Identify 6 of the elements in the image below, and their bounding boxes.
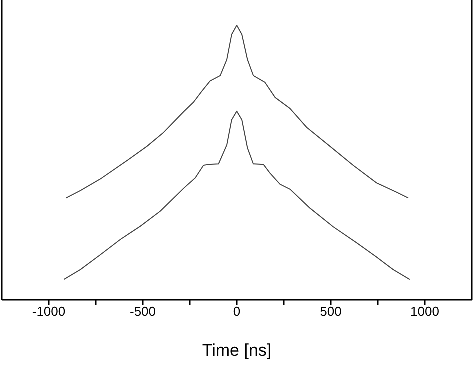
x-tick-label: 500 (320, 304, 342, 320)
x-tick-label: -1000 (32, 304, 66, 320)
x-tick-label: -500 (130, 304, 156, 320)
x-axis-title: Time [ns] (202, 341, 272, 360)
x-tick-label: 0 (233, 304, 241, 320)
x-tick-label: 1000 (410, 304, 440, 320)
